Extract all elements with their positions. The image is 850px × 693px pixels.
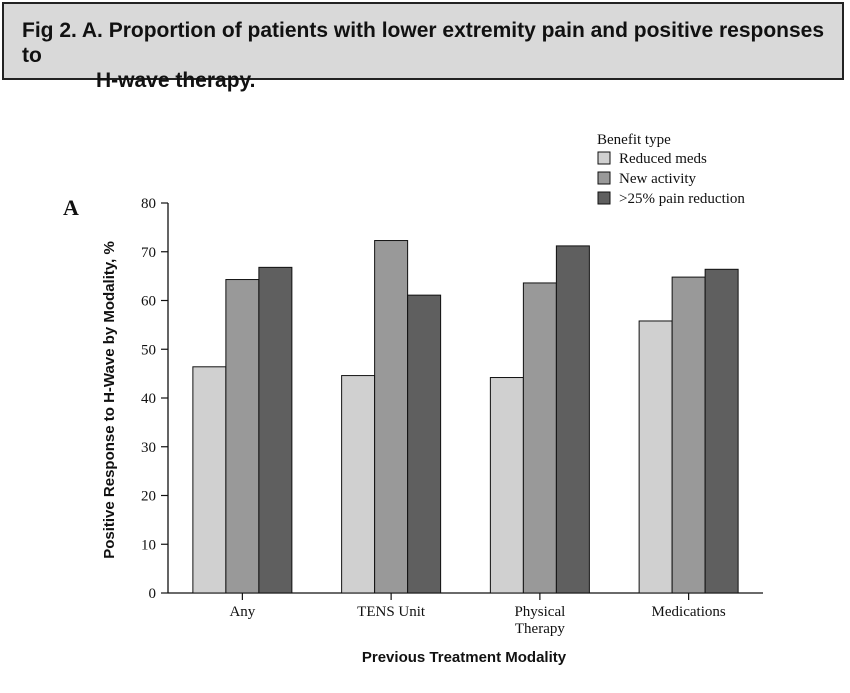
y-tick-label: 80: [141, 196, 156, 212]
legend-title: Benefit type: [597, 132, 671, 148]
y-tick-label: 0: [149, 586, 157, 602]
legend-swatch: [597, 191, 611, 205]
bar: [407, 294, 442, 594]
bar: [374, 240, 409, 594]
figure-title-line1: Fig 2. A. Proportion of patients with lo…: [22, 19, 825, 67]
y-tick-label: 60: [141, 294, 156, 310]
y-tick-label: 40: [141, 391, 156, 407]
bar: [225, 279, 260, 594]
legend-label: Reduced meds: [619, 151, 707, 167]
chart-legend: Benefit type Reduced meds New activity >25…: [597, 132, 745, 207]
x-tick-label: Medications: [652, 604, 726, 620]
panel-label: A: [63, 195, 79, 220]
chart-bars: [192, 240, 739, 594]
y-tick-label: 50: [141, 342, 156, 358]
legend-swatch: [597, 151, 611, 165]
y-tick-label: 30: [141, 440, 156, 456]
bar: [192, 366, 227, 594]
figure-header: Fig 2. A. Proportion of patients with lo…: [2, 2, 844, 92]
bar: [522, 282, 557, 594]
y-tick-label: 20: [141, 489, 156, 505]
bar: [258, 266, 293, 594]
x-tick-label: Physical: [514, 604, 565, 620]
bar: [489, 377, 524, 594]
bar: [704, 268, 739, 594]
legend-label: New activity: [619, 171, 697, 187]
figure-title: Fig 2. A. Proportion of patients with lo…: [22, 18, 832, 93]
y-tick-label: 70: [141, 245, 156, 261]
y-axis-title: Positive Response to H-Wave by Modality,…: [101, 241, 118, 559]
figure-title-line2: H-wave therapy.: [96, 69, 256, 92]
bar: [555, 245, 590, 594]
legend-swatch: [597, 171, 611, 185]
legend-label: >25% pain reduction: [619, 191, 745, 207]
y-tick-label: 10: [141, 537, 156, 553]
bar: [671, 276, 706, 594]
bar: [638, 320, 673, 594]
x-tick-label: Any: [229, 604, 255, 620]
x-axis-title: Previous Treatment Modality: [362, 649, 567, 666]
x-tick-label: Therapy: [515, 621, 565, 637]
bar: [341, 375, 376, 594]
x-tick-label: TENS Unit: [357, 604, 426, 620]
